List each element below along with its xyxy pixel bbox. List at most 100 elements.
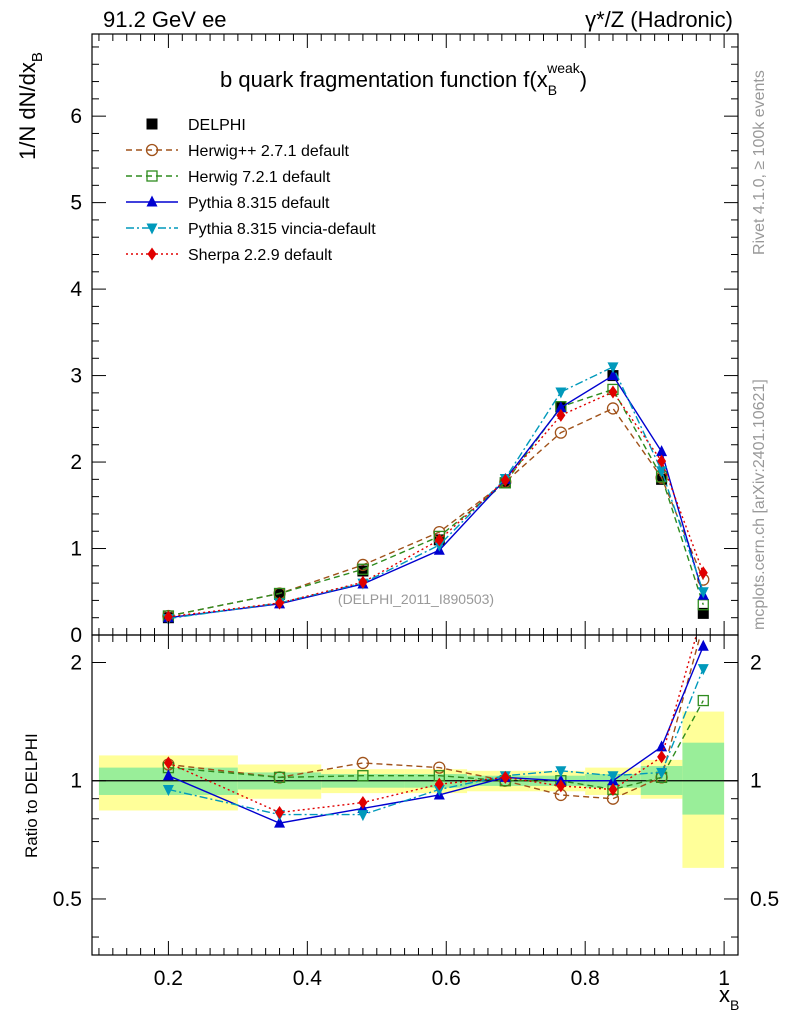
series-point-3	[555, 401, 567, 413]
y-tick-label: 2	[70, 451, 82, 474]
ratio-point-3	[274, 816, 286, 828]
ratio-point-4	[607, 771, 619, 783]
header-left: 91.2 GeV ee	[103, 7, 227, 32]
legend-entry: Herwig++ 2.7.1 default	[126, 143, 350, 160]
ratio-point-5	[358, 796, 368, 810]
legend-label: Herwig++ 2.7.1 default	[188, 143, 350, 160]
data-point	[274, 588, 286, 600]
ratio-series-3	[162, 639, 709, 828]
ratio-uncertainty-bands	[98, 711, 725, 868]
legend-marker	[147, 247, 157, 261]
series-point-4	[607, 362, 619, 374]
legend-marker	[146, 170, 158, 182]
series-point-4	[656, 466, 668, 478]
chart-title: b quark fragmentation function f(xBweak)	[220, 60, 587, 98]
ratio-series-layer	[162, 619, 709, 828]
series-point-3	[656, 445, 668, 457]
y-tick-label: 4	[70, 278, 82, 301]
side-text-top: Rivet 4.1.0, ≥ 100k events	[751, 70, 768, 255]
ratio-point-4	[656, 767, 668, 779]
ratio-band-inner	[682, 742, 725, 815]
series-point-1	[606, 402, 620, 415]
ratio-point-3	[162, 769, 174, 781]
legend-label: Pythia 8.315 default	[188, 195, 330, 212]
ratio-point-3	[697, 639, 709, 651]
legend-marker	[146, 195, 158, 207]
x-tick-label: 0.2	[154, 967, 183, 990]
legend-marker	[145, 143, 159, 157]
ratio-point-5	[500, 770, 510, 784]
panel-frames	[91, 33, 739, 956]
series-point-2	[357, 563, 369, 575]
legend-entry: DELPHI	[146, 117, 246, 134]
y-axis-label-main: 1/N dN/dxB	[15, 52, 46, 160]
series-line-3	[168, 374, 704, 619]
ratio-frame	[91, 634, 739, 956]
series-point-5	[657, 454, 667, 468]
x-axis-label: xB	[719, 982, 739, 1013]
series-point-5	[500, 473, 510, 487]
series-point-5	[698, 566, 708, 580]
ratio-tick-label-right: 2	[750, 652, 762, 675]
series-point-1	[554, 426, 568, 439]
series-line-2	[168, 388, 704, 617]
ratio-point-2	[273, 771, 286, 784]
legend-label: Sherpa 2.2.9 default	[188, 247, 333, 264]
ratio-point-5	[275, 806, 285, 820]
ratio-point-3	[656, 740, 668, 752]
ratio-tick-label-left: 1	[70, 770, 82, 793]
y-tick-label: 6	[70, 105, 82, 128]
series-line-1	[168, 407, 704, 617]
series-line-4	[168, 365, 704, 620]
ratio-point-5	[657, 750, 667, 764]
legend-entry: Pythia 8.315 vincia-default	[126, 221, 376, 238]
series-point-5	[608, 385, 618, 399]
ratio-tick-label-left: 0.5	[53, 888, 82, 911]
ratio-tick-label-right: 1	[750, 770, 762, 793]
x-axis-label-text: x	[719, 982, 730, 1007]
ratio-tick-label-left: 2	[70, 652, 82, 675]
axis-ticks: 0 1 2 3 4 5 6 0.5 1 2 0.5 1 2 0.2 0.4 0.6 0.8 1	[53, 34, 779, 990]
data-point	[697, 607, 709, 619]
legend-label: Pythia 8.315 vincia-default	[188, 221, 376, 238]
series-point-5	[163, 610, 173, 624]
legend-marker	[146, 118, 158, 130]
y-axis-label-ratio: Ratio to DELPHI	[22, 733, 41, 858]
legend-entry: Sherpa 2.2.9 default	[126, 247, 333, 264]
y-tick-label: 3	[70, 365, 82, 388]
series-point-3	[607, 369, 619, 381]
x-axis-label-sub: B	[730, 997, 739, 1013]
x-tick-label: 0.4	[293, 967, 323, 990]
series-point-5	[434, 533, 444, 547]
ratio-point-1	[433, 761, 446, 774]
y-tick-label: 1	[70, 538, 82, 561]
ratio-point-4	[555, 766, 567, 778]
legend-marker	[146, 223, 158, 235]
ratio-point-2	[697, 694, 709, 707]
main-series-layer	[162, 362, 710, 626]
header-right: γ*/Z (Hadronic)	[585, 7, 733, 32]
side-text-bottom: mcplots.cern.ch [arXiv:2401.10621]	[751, 379, 768, 630]
series-point-5	[275, 596, 285, 610]
ratio-point-1	[698, 619, 709, 630]
series-point-5	[358, 575, 368, 589]
series-line-5	[168, 391, 704, 618]
chart-title-sub: B	[548, 82, 557, 98]
ratio-point-4	[162, 784, 174, 796]
ratio-point-1	[356, 756, 370, 770]
chart-title-sup: weak	[546, 60, 581, 76]
ratio-point-2	[357, 770, 369, 782]
ratio-tick-label-right: 0.5	[750, 888, 779, 911]
series-point-5	[556, 408, 566, 422]
series-point-4	[555, 387, 567, 399]
ratio-point-5	[556, 779, 566, 793]
chart-title-main: b quark fragmentation function f(x	[220, 67, 548, 92]
legend-label: DELPHI	[188, 117, 246, 134]
ratio-point-4	[357, 810, 369, 822]
x-tick-label: 0.8	[571, 967, 600, 990]
legend-entry: Pythia 8.315 default	[126, 195, 330, 212]
y-axis-label-main-text: 1/N dN/dx	[15, 62, 40, 160]
analysis-watermark: (DELPHI_2011_I890503)	[338, 591, 494, 607]
ratio-point-4	[697, 664, 709, 676]
